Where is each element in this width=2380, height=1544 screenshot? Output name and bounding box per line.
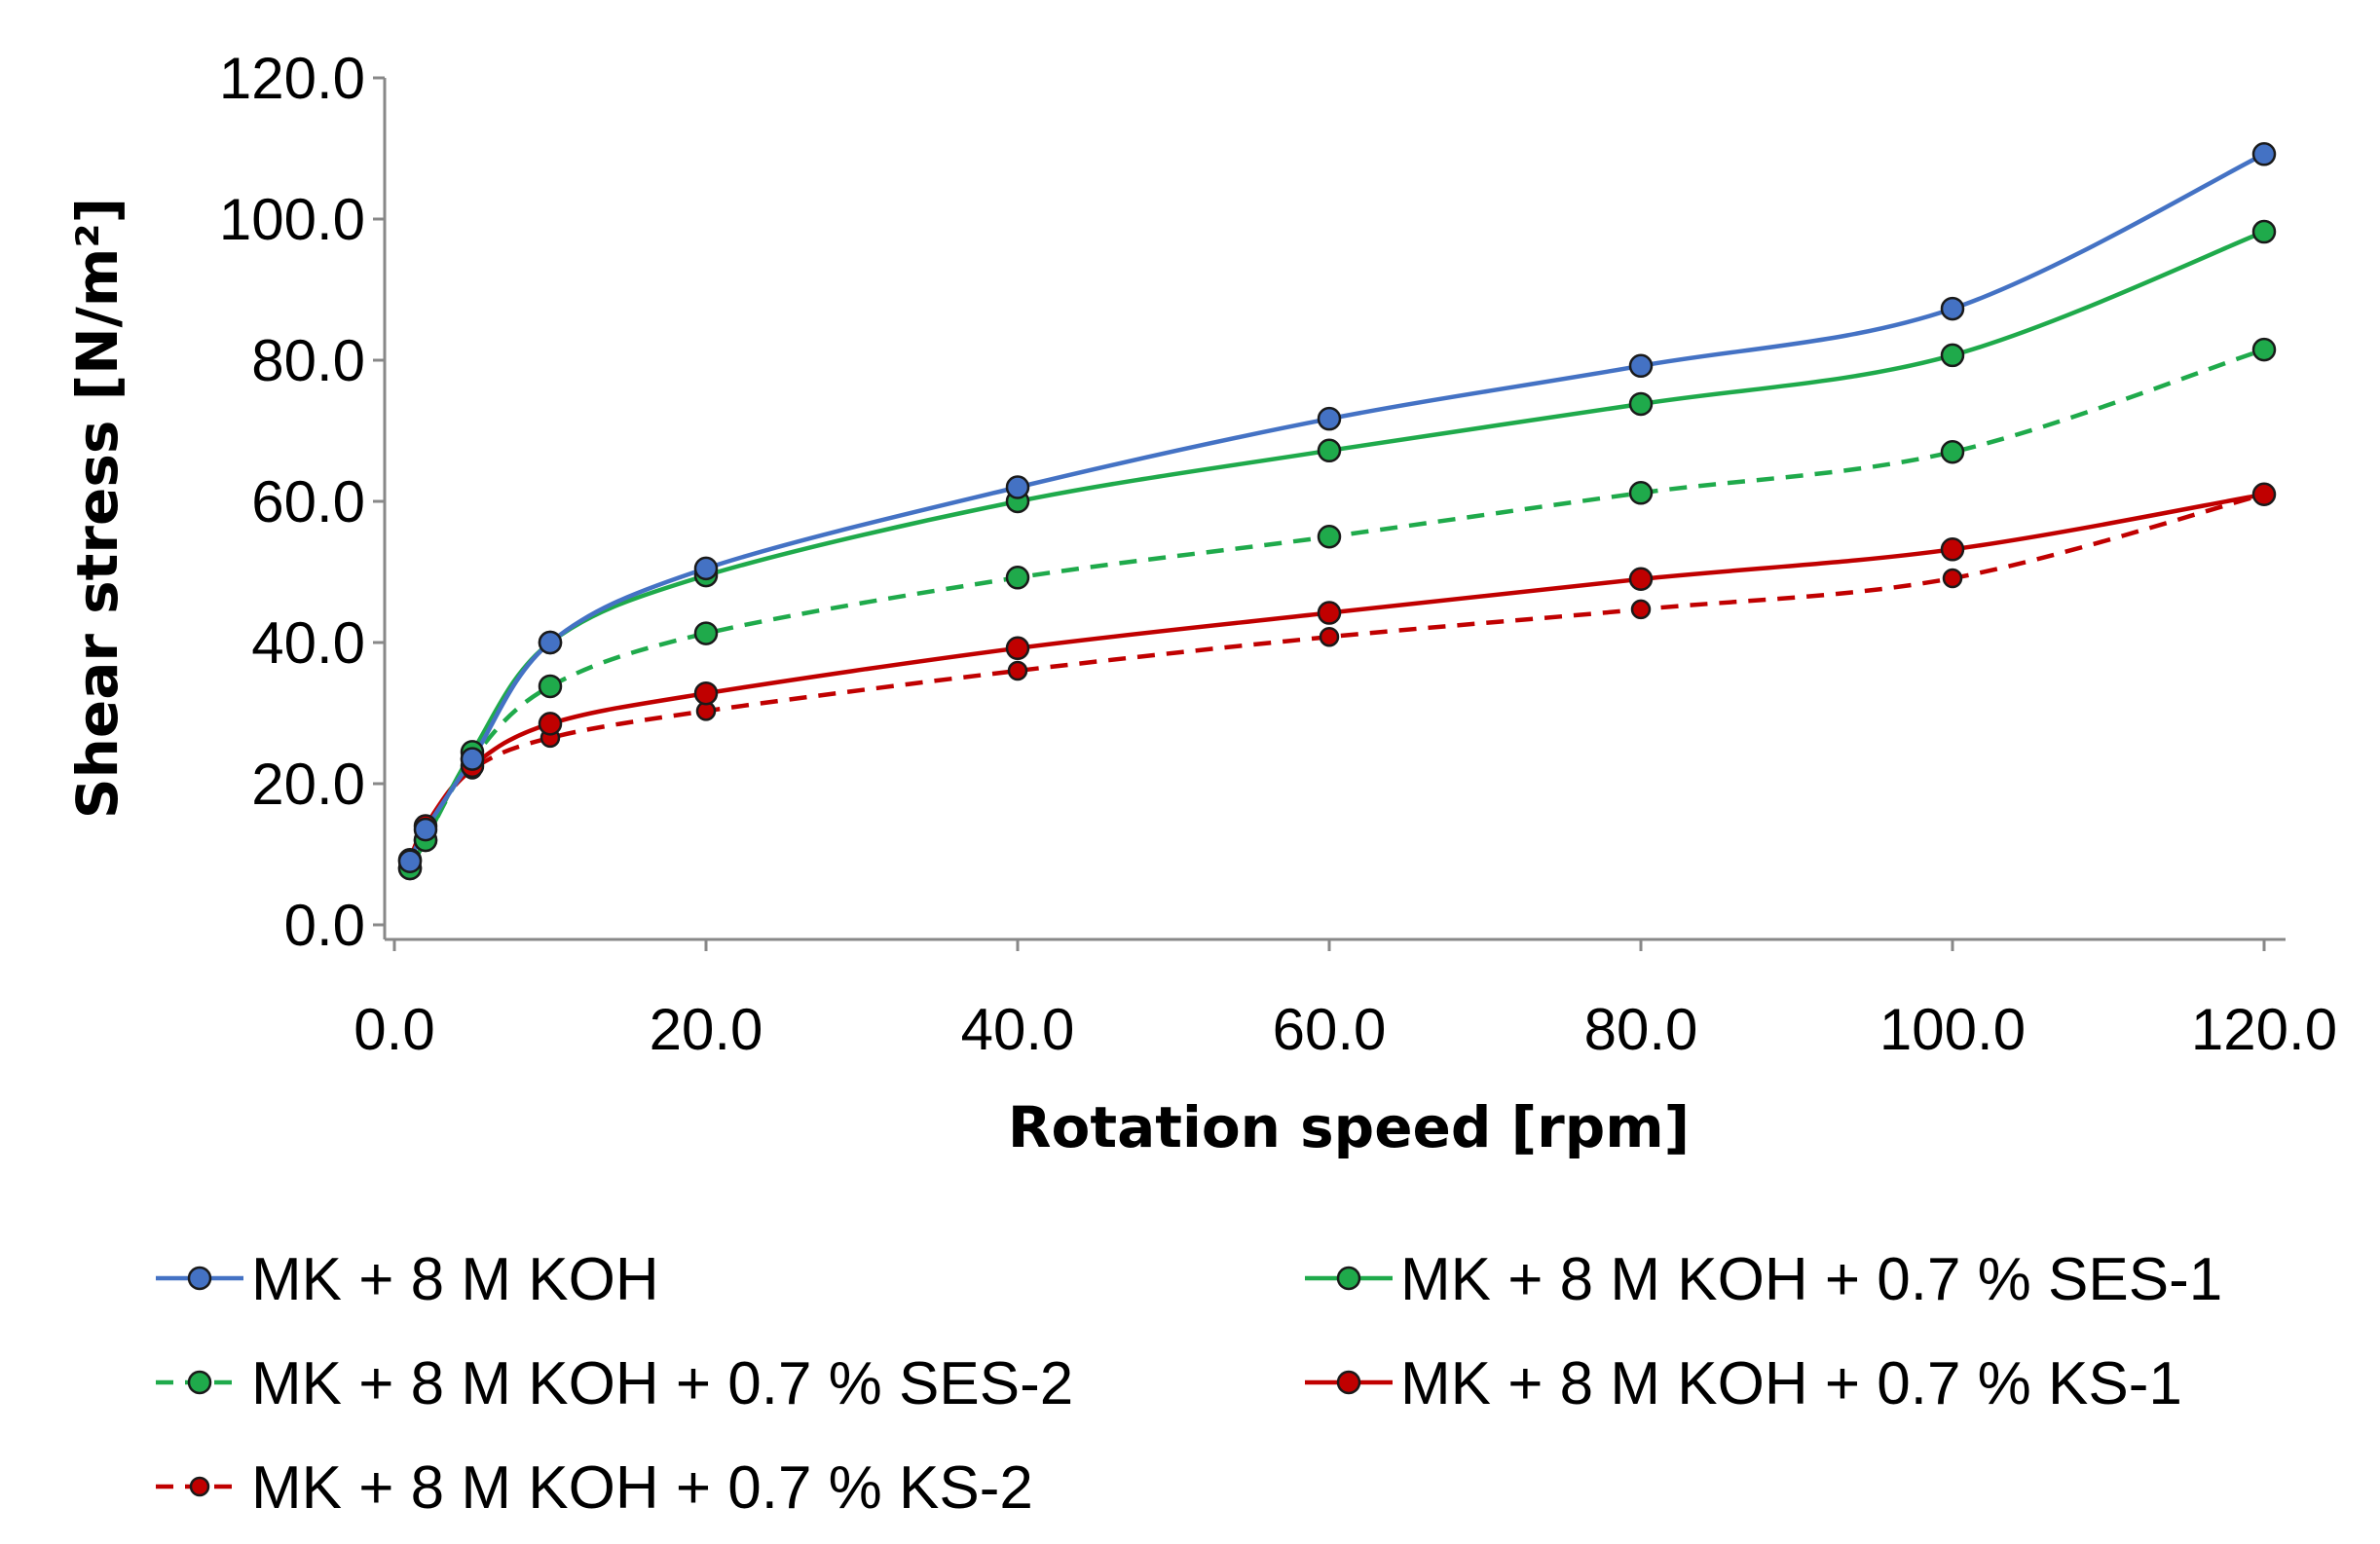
data-point-mk-8-m-koh-0-7-ses-1 xyxy=(2251,219,2277,244)
y-tick-label: 80.0 xyxy=(251,328,365,393)
x-tick-label: 20.0 xyxy=(650,997,763,1062)
data-point-mk-8-m-koh-0-7-ses-1 xyxy=(1940,343,1965,368)
data-point-mk-8-m-koh xyxy=(1005,475,1030,499)
x-axis-title: Rotation speed [rpm] xyxy=(1008,1094,1690,1160)
legend-item-mk-8-m-koh-0-7-ks-1: MK + 8 M KOH + 0.7 % KS-1 xyxy=(1305,1350,2182,1417)
data-point-mk-8-m-koh-0-7-ks-1 xyxy=(1317,601,1342,625)
y-tick-label: 120.0 xyxy=(219,46,365,111)
x-tick-label: 100.0 xyxy=(1879,997,2026,1062)
series-markers xyxy=(397,142,2277,881)
legend-item-mk-8-m-koh: MK + 8 M KOH xyxy=(156,1246,659,1313)
legend-label: MK + 8 M KOH + 0.7 % KS-1 xyxy=(1400,1350,2182,1417)
data-point-mk-8-m-koh xyxy=(693,556,719,581)
data-point-mk-8-m-koh-0-7-ses-2 xyxy=(1940,440,1965,464)
legend-item-mk-8-m-koh-0-7-ses-1: MK + 8 M KOH + 0.7 % SES-1 xyxy=(1305,1246,2222,1313)
data-point-mk-8-m-koh xyxy=(413,817,438,842)
x-tick-label: 80.0 xyxy=(1584,997,1698,1062)
data-point-mk-8-m-koh-0-7-ks-1 xyxy=(1005,636,1030,661)
series-line-mk-8-m-koh-0-7-ks-1 xyxy=(407,492,2265,862)
y-tick-label: 100.0 xyxy=(219,187,365,252)
x-tick-label: 40.0 xyxy=(961,997,1075,1062)
data-point-mk-8-m-koh-0-7-ses-2 xyxy=(538,674,563,699)
legend-label: MK + 8 M KOH + 0.7 % KS-2 xyxy=(251,1454,1033,1522)
data-point-mk-8-m-koh-0-7-ses-2 xyxy=(2251,337,2277,362)
series-lines xyxy=(407,152,2266,870)
legend-marker xyxy=(1336,1266,1361,1291)
x-tick-label: 120.0 xyxy=(2191,997,2337,1062)
series-line-mk-8-m-koh-0-7-ses-2 xyxy=(408,347,2265,870)
data-point-mk-8-m-koh-0-7-ses-1 xyxy=(1628,391,1654,417)
data-point-mk-8-m-koh-0-7-ks-1 xyxy=(538,712,563,736)
y-tick-label: 0.0 xyxy=(284,893,365,958)
data-point-mk-8-m-koh xyxy=(460,747,485,771)
series-line-mk-8-m-koh-0-7-ses-1 xyxy=(408,229,2265,870)
data-point-mk-8-m-koh xyxy=(397,849,423,873)
legend-marker xyxy=(187,1266,212,1291)
legend-marker xyxy=(189,1476,210,1497)
plot-area: 0.0 20.0 40.0 60.0 80.0 100.0 120.0 0.0 20.0 40.… xyxy=(219,46,2337,1062)
y-axis-title: Shear stress [N/m²] xyxy=(64,198,130,819)
data-point-mk-8-m-koh-0-7-ks-2 xyxy=(1630,599,1652,620)
y-tick-label: 60.0 xyxy=(251,469,365,534)
legend-marker xyxy=(187,1370,212,1395)
data-point-mk-8-m-koh-0-7-ses-1 xyxy=(1317,438,1342,463)
x-axis-ticks: 0.0 20.0 40.0 60.0 80.0 100.0 120.0 xyxy=(353,939,2337,1062)
data-point-mk-8-m-koh-0-7-ses-2 xyxy=(693,621,719,645)
data-point-mk-8-m-koh-0-7-ses-2 xyxy=(1317,525,1342,549)
series-line-mk-8-m-koh-0-7-ks-2 xyxy=(407,492,2265,862)
data-point-mk-8-m-koh-0-7-ses-2 xyxy=(1628,481,1654,505)
legend-item-mk-8-m-koh-0-7-ks-2: MK + 8 M KOH + 0.7 % KS-2 xyxy=(156,1454,1033,1522)
data-point-mk-8-m-koh-0-7-ks-1 xyxy=(1940,537,1965,562)
legend: MK + 8 M KOH MK + 8 M KOH + 0.7 % SES-1 MK… xyxy=(156,1246,2222,1522)
y-tick-label: 20.0 xyxy=(251,752,365,817)
data-point-mk-8-m-koh xyxy=(1628,353,1654,379)
series-line-mk-8-m-koh xyxy=(407,152,2266,863)
y-axis-ticks: 0.0 20.0 40.0 60.0 80.0 100.0 120.0 xyxy=(219,46,385,958)
data-point-mk-8-m-koh xyxy=(538,630,563,655)
data-point-mk-8-m-koh-0-7-ks-2 xyxy=(1942,568,1963,589)
data-point-mk-8-m-koh-0-7-ks-2 xyxy=(1319,626,1340,647)
data-point-mk-8-m-koh-0-7-ks-1 xyxy=(693,680,719,706)
legend-label: MK + 8 M KOH xyxy=(251,1246,659,1313)
legend-marker xyxy=(1336,1370,1361,1395)
data-point-mk-8-m-koh xyxy=(1940,296,1965,321)
legend-label: MK + 8 M KOH + 0.7 % SES-1 xyxy=(1400,1246,2222,1313)
y-tick-label: 40.0 xyxy=(251,610,365,676)
data-point-mk-8-m-koh-0-7-ses-2 xyxy=(1005,566,1030,590)
data-point-mk-8-m-koh xyxy=(1317,406,1342,431)
data-point-mk-8-m-koh-0-7-ks-1 xyxy=(2251,482,2277,506)
data-point-mk-8-m-koh-0-7-ks-1 xyxy=(1628,567,1654,591)
legend-item-mk-8-m-koh-0-7-ses-2: MK + 8 M KOH + 0.7 % SES-2 xyxy=(156,1350,1073,1417)
x-tick-label: 60.0 xyxy=(1273,997,1387,1062)
data-point-mk-8-m-koh xyxy=(2251,142,2277,166)
legend-label: MK + 8 M KOH + 0.7 % SES-2 xyxy=(251,1350,1073,1417)
data-point-mk-8-m-koh-0-7-ks-2 xyxy=(1007,660,1028,681)
x-tick-label: 0.0 xyxy=(353,997,434,1062)
